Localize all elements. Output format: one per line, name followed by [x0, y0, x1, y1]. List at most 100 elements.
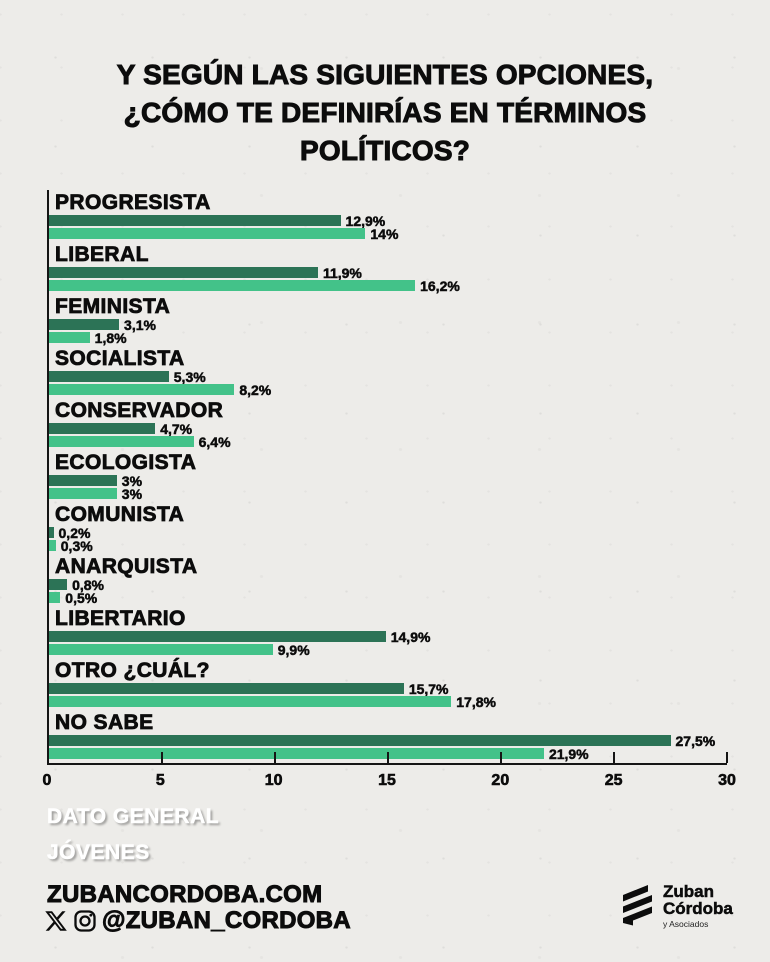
- value-label: 3%: [121, 472, 143, 489]
- bar-row: 3,1%: [49, 316, 727, 333]
- bar-row: 16,2%: [49, 278, 727, 293]
- category-label: SOCIALISTA: [55, 347, 185, 370]
- axis-tick-label: 10: [264, 772, 283, 790]
- social-handle: @ZUBAN_CORDOBA: [102, 907, 352, 935]
- bar-jovenes: [49, 475, 117, 486]
- bar-row: 0,5%: [49, 589, 727, 606]
- zuban-cordoba-logo: Zuban Córdoba y Asociados: [616, 880, 733, 931]
- category-label: ECOLOGISTA: [55, 451, 197, 474]
- bar-group: LIBERTARIO 14,9% 9,9%: [49, 608, 727, 660]
- bar-jovenes: [49, 735, 671, 746]
- bar-row: 21,9%: [49, 745, 727, 762]
- legend: DATO GENERAL JÓVENES: [31, 799, 737, 871]
- bar-row: 12,9%: [49, 213, 727, 228]
- value-label: 5,3%: [173, 368, 206, 385]
- category-label: LIBERAL: [55, 243, 149, 266]
- bar-row: 8,2%: [49, 381, 727, 398]
- value-label: 3%: [121, 485, 143, 502]
- category-label: ANARQUISTA: [55, 555, 198, 578]
- bar-group: FEMINISTA 3,1% 1,8%: [49, 296, 727, 348]
- value-label: 27,5%: [675, 732, 716, 749]
- bar-dato-general: [49, 644, 273, 655]
- bar-jovenes: [49, 683, 404, 694]
- page-title: Y SEGÚN LAS SIGUIENTES OPCIONES, ¿CÓMO T…: [0, 56, 770, 170]
- value-label: 11,9%: [322, 264, 362, 281]
- legend-label-dato-general: DATO GENERAL: [47, 804, 220, 828]
- axis-tick-label: 15: [378, 772, 396, 790]
- bar-group: COMUNISTA 0,2% 0,3%: [49, 504, 727, 556]
- bar-jovenes: [49, 371, 169, 382]
- bar-dato-general: [49, 488, 117, 499]
- value-label: 8,2%: [239, 381, 272, 398]
- bar-group: LIBERAL 11,9% 16,2%: [49, 244, 727, 296]
- bar-row: 15,7%: [49, 680, 727, 697]
- logo-slashes-icon: [616, 880, 656, 931]
- bar-row: 14%: [49, 226, 727, 241]
- logo-name-line-2: Córdoba: [663, 898, 733, 918]
- category-label: COMUNISTA: [55, 503, 185, 526]
- value-label: 17,8%: [456, 693, 496, 710]
- bar-row: 9,9%: [49, 641, 727, 658]
- logo-text: Zuban Córdoba y Asociados: [663, 883, 733, 929]
- value-label: 0,3%: [60, 537, 93, 554]
- bar-row: 5,3%: [49, 368, 727, 385]
- value-label: 0,8%: [72, 576, 104, 593]
- category-label: CONSERVADOR: [55, 399, 224, 422]
- bar-row: 0,3%: [49, 537, 727, 554]
- bar-dato-general: [49, 696, 452, 707]
- value-label: 0,5%: [65, 589, 98, 606]
- bar-group: SOCIALISTA 5,3% 8,2%: [49, 348, 727, 400]
- bar-row: 0,8%: [49, 576, 727, 593]
- bar-dato-general: [49, 436, 194, 447]
- value-label: 0,2%: [58, 524, 91, 541]
- bar-jovenes: [49, 631, 386, 642]
- bar-group: NO SABE 27,5% 21,9%: [49, 712, 727, 764]
- axis-tick-label: 0: [42, 772, 52, 790]
- bar-row: 1,8%: [49, 329, 727, 346]
- bar-dato-general: [49, 592, 61, 603]
- title-line-2: ¿CÓMO TE DEFINIRÍAS EN TÉRMINOS: [123, 97, 647, 129]
- bar-jovenes: [49, 215, 341, 226]
- chart-plot: PROGRESISTA 12,9% 14% LIBERAL 11,9% 16,2% FEMI…: [47, 190, 728, 765]
- legend-item-dato-general: DATO GENERAL: [31, 799, 737, 834]
- bar-row: 27,5%: [49, 732, 727, 749]
- axis-tick-label: 25: [604, 772, 623, 790]
- bar-row: 11,9%: [49, 264, 727, 281]
- bar-group: ECOLOGISTA 3% 3%: [49, 452, 727, 504]
- category-label: FEMINISTA: [55, 295, 171, 318]
- axis-tick-label: 30: [718, 772, 736, 790]
- axis-tick: [161, 752, 163, 763]
- bar-dato-general: [49, 540, 56, 551]
- legend-item-jovenes: JÓVENES: [31, 834, 737, 871]
- axis-tick: [613, 752, 615, 763]
- axis-tick: [726, 752, 728, 763]
- category-label: OTRO ¿CUÁL?: [55, 659, 210, 682]
- bar-group: ANARQUISTA 0,8% 0,5%: [49, 556, 727, 608]
- bar-row: 4,7%: [49, 420, 727, 437]
- value-label: 9,9%: [277, 641, 310, 658]
- chart-groups: PROGRESISTA 12,9% 14% LIBERAL 11,9% 16,2% FEMI…: [49, 190, 727, 763]
- axis-tick-label: 5: [155, 772, 166, 790]
- bar-jovenes: [49, 267, 318, 278]
- bar-group: CONSERVADOR 4,7% 6,4%: [49, 400, 727, 452]
- value-label: 1,8%: [94, 329, 127, 346]
- x-axis-labels: 0 5 10 15 20 25 30: [42, 772, 736, 794]
- legend-label-jovenes: JÓVENES: [47, 840, 150, 864]
- website-text: ZUBANCORDOBA.COM: [46, 881, 323, 909]
- bar-dato-general: [49, 228, 366, 239]
- value-label: 6,4%: [198, 433, 231, 450]
- category-label: NO SABE: [55, 711, 154, 734]
- bar-group: PROGRESISTA 12,9% 14%: [49, 192, 727, 244]
- value-label: 15,7%: [408, 680, 449, 697]
- bar-dato-general: [49, 384, 235, 395]
- axis-tick: [500, 752, 502, 763]
- bar-row: 14,9%: [49, 629, 727, 644]
- category-label: PROGRESISTA: [55, 191, 211, 214]
- instagram-icon: [73, 909, 97, 933]
- bar-jovenes: [49, 527, 54, 538]
- bar-dato-general: [49, 332, 90, 343]
- value-label: 3,1%: [124, 316, 156, 333]
- value-label: 21,9%: [548, 745, 589, 762]
- value-label: 4,7%: [160, 420, 193, 437]
